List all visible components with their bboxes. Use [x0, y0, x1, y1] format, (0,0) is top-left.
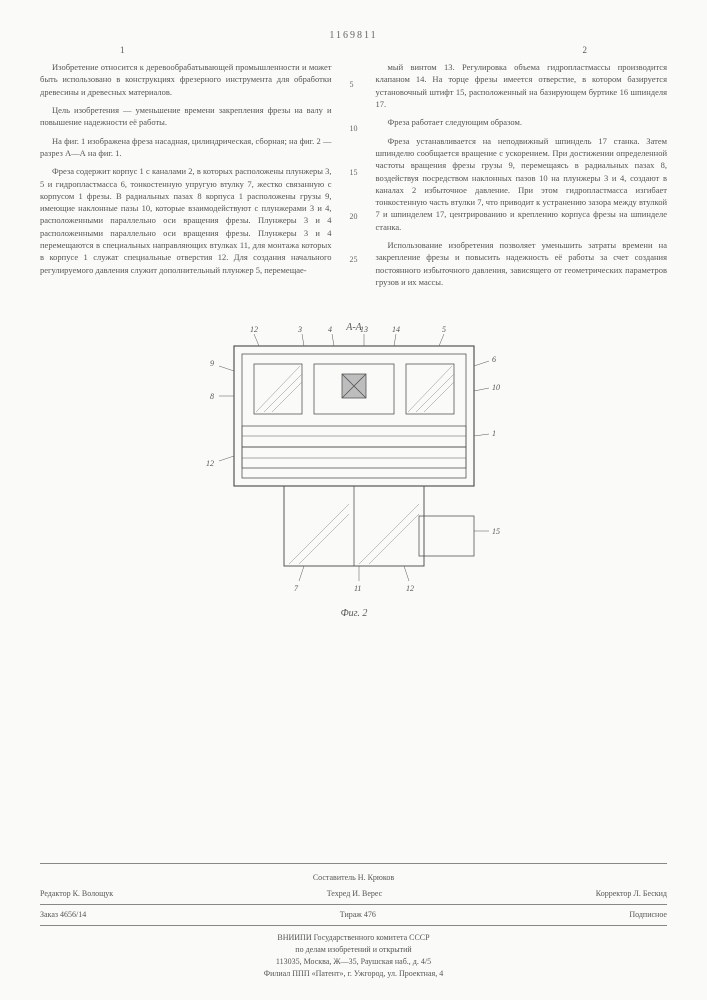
- footer-editor: Редактор К. Волощук: [40, 888, 113, 900]
- callout: 6: [492, 355, 496, 364]
- para: Использование изобретения позволяет умен…: [376, 239, 668, 288]
- column-left: Изобретение относится к деревообрабатыва…: [40, 61, 332, 306]
- footer-addr: 113035, Москва, Ж—35, Раушская наб., д. …: [40, 956, 667, 968]
- footer-subscr: Подписное: [629, 909, 667, 921]
- callout: 4: [328, 325, 332, 334]
- footer-org2: по делам изобретений и открытий: [40, 944, 667, 956]
- callout: 9: [210, 359, 214, 368]
- footer-compiler: Составитель Н. Крюков: [40, 872, 667, 884]
- figure-2-drawing: А-А: [164, 316, 544, 636]
- callout: 12: [206, 459, 214, 468]
- callout: 8: [210, 392, 214, 401]
- footer-org: ВНИИПИ Государственного комитета СССР: [40, 932, 667, 944]
- para: мый винтом 13. Регулировка объема гидроп…: [376, 61, 668, 110]
- callout: 10: [492, 383, 500, 392]
- footer-techred: Техред И. Верес: [327, 888, 383, 900]
- column-right: мый винтом 13. Регулировка объема гидроп…: [376, 61, 668, 306]
- callout: 11: [354, 584, 361, 593]
- line-marker: 20: [350, 211, 358, 223]
- footer-tirazh: Тираж 476: [340, 909, 376, 921]
- para: Фреза содержит корпус 1 с каналами 2, в …: [40, 165, 332, 276]
- text-columns: Изобретение относится к деревообрабатыва…: [40, 61, 667, 306]
- col-num-left: 1: [120, 45, 125, 55]
- figure-label: Фиг. 2: [340, 608, 367, 619]
- callout: 12: [406, 584, 414, 593]
- para: На фиг. 1 изображена фреза насадная, цил…: [40, 135, 332, 160]
- col-num-right: 2: [583, 45, 588, 55]
- footer-corrector: Корректор Л. Бескид: [596, 888, 667, 900]
- line-marker: 25: [350, 254, 358, 266]
- line-marker: 5: [350, 79, 358, 91]
- callout: 3: [297, 325, 302, 334]
- line-marker: 15: [350, 167, 358, 179]
- figure-area: А-А: [40, 306, 667, 863]
- callout: 14: [392, 325, 400, 334]
- footer-addr2: Филиал ППП «Патент», г. Ужгород, ул. Про…: [40, 968, 667, 980]
- line-number-gutter: 5 10 15 20 25: [350, 61, 358, 306]
- footer: Составитель Н. Крюков Редактор К. Волощу…: [40, 863, 667, 980]
- footer-order: Заказ 4656/14: [40, 909, 86, 921]
- para: Изобретение относится к деревообрабатыва…: [40, 61, 332, 98]
- para: Фреза устанавливается на неподвижный шпи…: [376, 135, 668, 234]
- doc-number: 1169811: [40, 30, 667, 41]
- callout: 7: [294, 584, 299, 593]
- callout: 15: [492, 527, 500, 536]
- para: Цель изобретения — уменьшение времени за…: [40, 104, 332, 129]
- line-marker: 10: [350, 123, 358, 135]
- column-numbers: 1 2: [40, 45, 667, 55]
- callout: 13: [360, 325, 368, 334]
- callout: 5: [442, 325, 446, 334]
- para: Фреза работает следующим образом.: [376, 116, 668, 128]
- callout: 1: [492, 429, 496, 438]
- callout: 12: [250, 325, 258, 334]
